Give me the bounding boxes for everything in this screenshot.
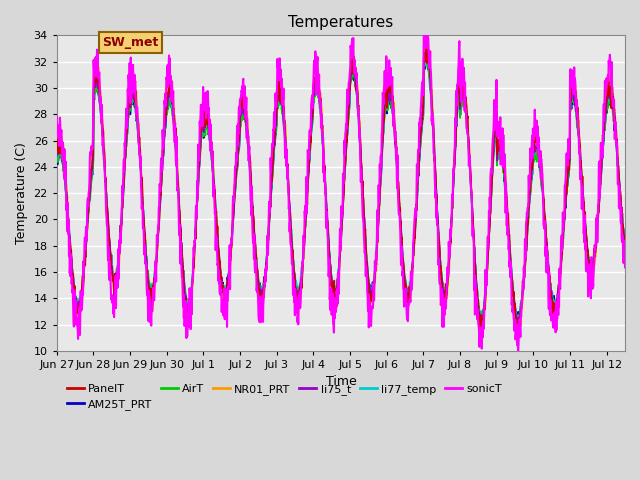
Text: SW_met: SW_met <box>102 36 159 49</box>
Y-axis label: Temperature (C): Temperature (C) <box>15 142 28 244</box>
X-axis label: Time: Time <box>326 375 356 388</box>
Title: Temperatures: Temperatures <box>288 15 394 30</box>
Legend: PanelT, AM25T_PRT, AirT, NR01_PRT, li75_t, li77_temp, sonicT: PanelT, AM25T_PRT, AirT, NR01_PRT, li75_… <box>62 379 506 415</box>
